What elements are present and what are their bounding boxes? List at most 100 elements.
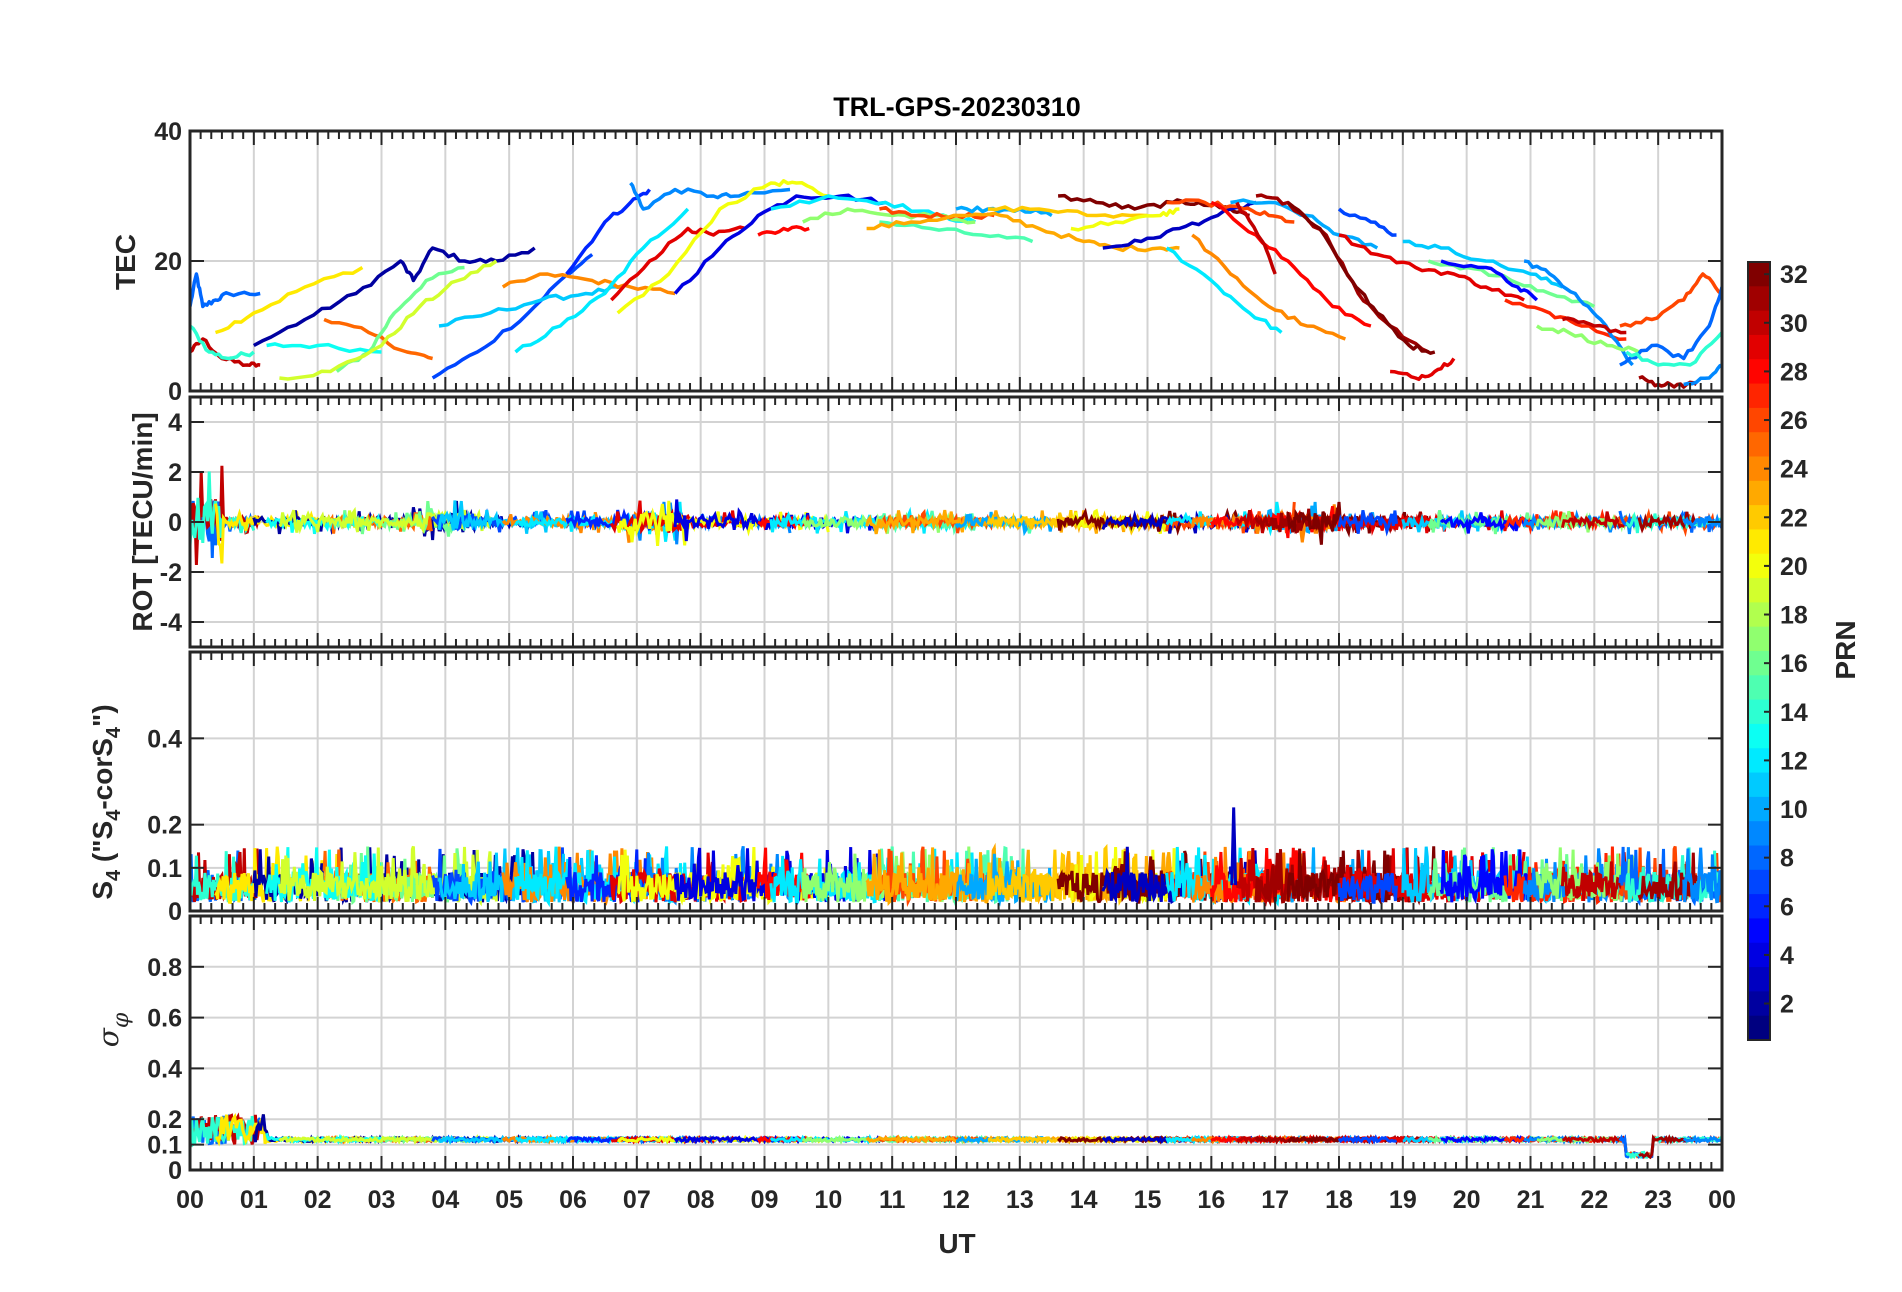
colorbar-tick-label: 10 xyxy=(1780,796,1808,824)
tec-series-prn-4 xyxy=(673,193,887,295)
rot-series-prn-31 xyxy=(1637,511,1697,534)
tec-series-prn-16 xyxy=(335,265,465,373)
s4-ytick-label: 0.2 xyxy=(147,812,182,840)
tec-series-prn-29 xyxy=(1390,357,1456,382)
tec-series-prn-9 xyxy=(1523,259,1634,367)
sigma-phi-ylabel-text: σφ xyxy=(92,1012,134,1047)
tec-series-prn-24 xyxy=(501,272,676,296)
x-tick-label: 21 xyxy=(1517,1186,1545,1214)
rot-data xyxy=(190,465,1722,565)
colorbar-swatch xyxy=(1748,967,1770,992)
colorbar-swatch xyxy=(1748,845,1770,871)
tec-series-prn-32 xyxy=(1286,201,1436,355)
colorbar-swatch xyxy=(1748,626,1770,652)
colorbar-swatch xyxy=(1748,310,1770,336)
colorbar-swatch xyxy=(1748,675,1770,701)
colorbar-tick-label: 16 xyxy=(1780,650,1808,678)
tec-series-prn-29 xyxy=(1338,233,1525,302)
colorbar-swatch xyxy=(1748,651,1770,676)
x-tick-label: 14 xyxy=(1070,1186,1098,1214)
sigma-ytick-label: 0.4 xyxy=(147,1055,182,1083)
tec-series-prn-9 xyxy=(1683,363,1722,387)
colorbar-swatch xyxy=(1748,359,1770,385)
tec-series-prn-13 xyxy=(266,342,382,354)
tec-data xyxy=(190,179,1722,389)
sigma-data xyxy=(190,1112,1722,1160)
tec-series-prn-20 xyxy=(1070,207,1180,232)
tec-series-prn-29 xyxy=(610,225,746,302)
x-tick-label: 00 xyxy=(176,1186,204,1214)
colorbar-swatch xyxy=(1748,821,1770,846)
colorbar-tick-label: 22 xyxy=(1780,504,1808,532)
colorbar-tick-label: 4 xyxy=(1780,942,1794,970)
tec-ytick-label: 0 xyxy=(168,378,182,406)
colorbar-tick-label: 6 xyxy=(1780,893,1794,921)
colorbar-tick-label: 20 xyxy=(1780,553,1808,581)
colorbar-label: PRN xyxy=(1830,620,1861,679)
tec-series-prn-25 xyxy=(323,317,433,361)
tec-series-prn-5 xyxy=(1440,259,1539,302)
colorbar-swatch xyxy=(1748,432,1770,457)
tec-series-prn-30 xyxy=(1561,316,1627,335)
colorbar-swatch xyxy=(1748,918,1770,944)
x-tick-label: 01 xyxy=(240,1186,268,1214)
rot-ylabel: ROT [TECU/min] xyxy=(127,412,158,631)
colorbar-tick-label: 18 xyxy=(1780,602,1808,630)
s4-series-prn-30 xyxy=(1560,852,1628,901)
tec-series-prn-15 xyxy=(879,220,1034,244)
x-tick-label: 00 xyxy=(1708,1186,1736,1214)
tec-series-prn-24 xyxy=(1191,233,1347,341)
x-tick-label: 03 xyxy=(368,1186,396,1214)
tec-series-prn-22 xyxy=(987,205,1148,219)
colorbar-swatch xyxy=(1748,723,1770,749)
x-tick-label: 20 xyxy=(1453,1186,1481,1214)
s4-series-prn-7 xyxy=(1337,872,1398,904)
colorbar-swatch xyxy=(1748,942,1770,968)
x-tick-label: 12 xyxy=(942,1186,970,1214)
colorbar-swatch xyxy=(1748,480,1770,506)
x-tick-label: 18 xyxy=(1325,1186,1353,1214)
colorbar-tick-label: 2 xyxy=(1780,991,1794,1019)
tec-series-prn-8 xyxy=(1619,286,1722,367)
s4-ytick-label: 0 xyxy=(168,898,182,926)
sigma-ytick-label: 0.6 xyxy=(147,1005,182,1033)
colorbar-swatch xyxy=(1748,578,1770,603)
sigma-ytick-label: 0.8 xyxy=(147,954,182,982)
x-axis-label: UT xyxy=(938,1228,975,1259)
colorbar-swatch xyxy=(1748,505,1770,530)
sigma-series-prn-30 xyxy=(1562,1135,1628,1156)
x-tick-label: 05 xyxy=(495,1186,523,1214)
tec-series-prn-26 xyxy=(879,205,995,220)
colorbar-tick-label: 30 xyxy=(1780,310,1808,338)
colorbar-swatch xyxy=(1748,1015,1770,1041)
rot-ytick-label: 2 xyxy=(168,459,182,487)
tec-ytick-label: 20 xyxy=(154,248,182,276)
sigma-series-prn-9 xyxy=(1682,1134,1722,1145)
tec-series-prn-3 xyxy=(1102,200,1257,250)
colorbar-swatch xyxy=(1748,286,1770,312)
sigma-ytick-label: 0.2 xyxy=(147,1106,182,1134)
colorbar-tick-label: 32 xyxy=(1780,261,1808,289)
x-tick-label: 11 xyxy=(879,1186,906,1214)
rot-ytick-label: -2 xyxy=(160,559,182,587)
x-tick-label: 10 xyxy=(814,1186,842,1214)
colorbar-swatch xyxy=(1748,796,1770,822)
tec-series-prn-14 xyxy=(1625,331,1722,367)
rot-series-prn-30 xyxy=(1235,509,1277,534)
rot-panel: -4 -2 0 2 4 xyxy=(160,395,1724,649)
s4-ylabel: S4 ("S4-corS4") xyxy=(87,704,125,899)
x-tick-label: 13 xyxy=(1006,1186,1034,1214)
colorbar-swatch xyxy=(1748,602,1770,628)
colorbar-swatch xyxy=(1748,383,1770,409)
tec-series-prn-6 xyxy=(565,188,651,276)
colorbar-tick-label: 24 xyxy=(1780,456,1808,484)
s4-peak xyxy=(1230,807,1238,886)
colorbar-swatch xyxy=(1748,262,1770,287)
figure-title: TRL-GPS-20230310 xyxy=(833,92,1081,122)
colorbar-swatch xyxy=(1748,529,1770,555)
x-tick-label: 16 xyxy=(1197,1186,1225,1214)
s4-panel: 0 0.1 0.2 0.4 xyxy=(147,650,1724,926)
rot-series-prn-30 xyxy=(1560,511,1628,531)
colorbar-frame xyxy=(1747,261,1771,1041)
